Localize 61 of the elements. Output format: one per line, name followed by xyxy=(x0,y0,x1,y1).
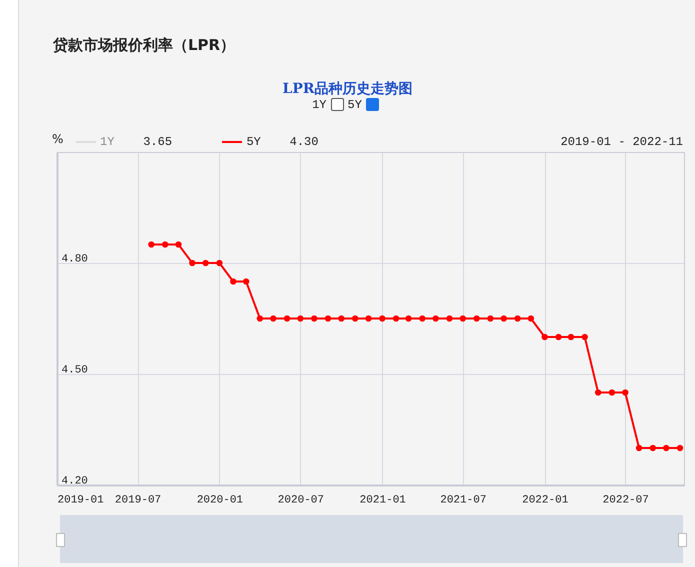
point xyxy=(324,315,332,322)
point xyxy=(256,315,264,322)
x-tick-label: 2021-07 xyxy=(440,494,486,506)
x-tick-label: 2022-01 xyxy=(522,494,569,506)
point xyxy=(514,315,521,322)
point xyxy=(162,241,168,248)
y-tick-label: 4.20 xyxy=(62,476,88,488)
point xyxy=(365,315,372,322)
point xyxy=(432,315,439,322)
point xyxy=(270,315,276,322)
x-tick-label: 2021-01 xyxy=(360,494,406,506)
text: 3.65 xyxy=(143,135,172,149)
text: 4.30 xyxy=(290,135,318,149)
point xyxy=(663,444,670,452)
legend-label: 5Y xyxy=(246,135,261,149)
point xyxy=(216,260,223,266)
y-tick-label: 4.80 xyxy=(62,254,88,266)
point xyxy=(189,260,196,266)
point xyxy=(594,389,602,396)
point xyxy=(419,315,426,322)
point xyxy=(352,315,358,322)
chart-title: 贷款市场报价利率（LPR） xyxy=(53,36,236,55)
y-axis-title: % xyxy=(52,132,64,146)
point xyxy=(230,278,236,285)
point xyxy=(528,315,534,322)
point xyxy=(405,315,412,322)
text: 1Y xyxy=(100,135,114,149)
point xyxy=(582,334,588,340)
point xyxy=(379,315,386,322)
point xyxy=(473,315,480,322)
text: 5Y xyxy=(348,98,362,112)
x-tick-label: 2020-07 xyxy=(278,494,324,506)
point xyxy=(148,241,154,248)
point xyxy=(338,315,345,322)
text: 1Y xyxy=(312,98,326,112)
point xyxy=(297,315,304,322)
point xyxy=(608,389,616,396)
point xyxy=(636,444,642,452)
point xyxy=(311,315,318,322)
point xyxy=(284,315,290,322)
point xyxy=(175,241,182,248)
point xyxy=(542,334,548,340)
x-tick-label: 2020-01 xyxy=(196,494,244,506)
point xyxy=(202,260,209,266)
point xyxy=(568,334,574,340)
chart-subtitle: LPR品种历史走势图 xyxy=(281,80,414,98)
text: 2019-01 - 2022-11 xyxy=(560,135,683,149)
point xyxy=(487,315,494,322)
point xyxy=(446,315,453,322)
point xyxy=(242,278,250,285)
point xyxy=(555,334,562,340)
point xyxy=(676,444,684,452)
x-tick-label: 2019-07 xyxy=(114,494,162,506)
point xyxy=(500,315,507,322)
x-tick-label: 2022-07 xyxy=(602,494,649,506)
point xyxy=(650,444,656,452)
x-tick-label: 2019-01 xyxy=(58,494,104,506)
point xyxy=(392,315,400,322)
point xyxy=(460,315,466,322)
y-tick-label: 4.50 xyxy=(62,364,88,376)
point xyxy=(622,389,628,396)
